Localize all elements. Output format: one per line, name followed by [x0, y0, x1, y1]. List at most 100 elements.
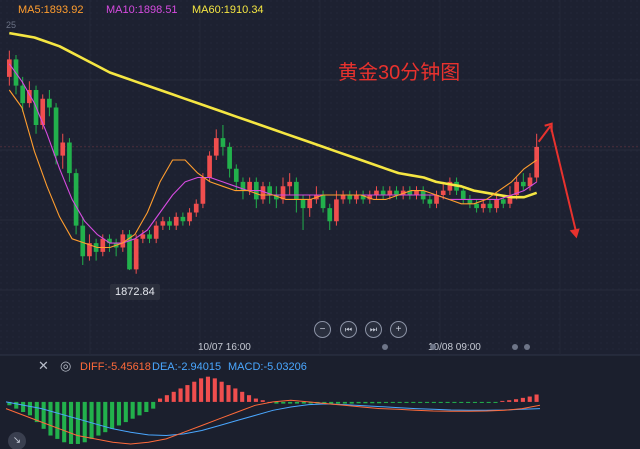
candle-body-20	[140, 234, 146, 239]
macd-bar-49	[342, 401, 347, 404]
candle-body-28	[193, 203, 199, 213]
candle-body-34	[233, 168, 239, 182]
zoom-in-button[interactable]: +	[390, 321, 407, 338]
macd-bar-28	[199, 378, 204, 402]
macd-bar-68	[472, 401, 478, 403]
candle-body-72	[487, 203, 493, 209]
candle-body-75	[507, 195, 513, 204]
candle-body-25	[173, 216, 179, 226]
candle-body-44	[300, 199, 306, 209]
low-price-tag: 1872.84	[110, 284, 160, 300]
candle-body-10	[73, 173, 79, 226]
candle-body-38	[260, 186, 266, 200]
macd-bar-26	[185, 385, 190, 402]
macd-bar-73	[507, 400, 512, 402]
axis-label-fragment: 25	[6, 20, 17, 30]
close-macd-icon[interactable]: ✕	[38, 358, 49, 373]
macd-bar-6	[48, 401, 53, 436]
macd-bar-21	[151, 401, 156, 409]
candle-body-32	[220, 138, 226, 147]
macd-bar-71	[493, 401, 498, 403]
macd-bar-50	[349, 401, 354, 404]
candle-body-40	[274, 195, 279, 200]
candle-body-39	[267, 186, 272, 195]
scroll-dot-right-2[interactable]	[524, 344, 530, 350]
candle-body-64	[434, 195, 439, 204]
scroll-dot-right-1[interactable]	[512, 344, 518, 350]
macd-collapse-icon[interactable]: ↘	[8, 432, 26, 449]
macd-bar-22	[157, 398, 163, 402]
candle-body-63	[427, 199, 433, 204]
candle-body-77	[520, 181, 526, 187]
candle-body-79	[534, 146, 539, 178]
macd-label: MACD:-5.03206	[228, 361, 307, 373]
macd-bar-17	[123, 401, 128, 423]
candle-body-21	[147, 234, 152, 239]
candle-body-19	[133, 238, 139, 270]
candle-body-56	[380, 190, 386, 195]
arrow-up-stroke	[537, 125, 552, 143]
macd-bar-8	[62, 401, 67, 443]
candle-body-12	[87, 243, 92, 257]
candle-body-33	[227, 146, 232, 169]
candle-body-6	[47, 98, 52, 108]
macd-bar-31	[219, 381, 224, 402]
candle-body-50	[340, 195, 346, 200]
macd-bar-24	[171, 391, 176, 402]
scroll-dot-mid[interactable]	[430, 344, 436, 350]
candle-body-49	[334, 199, 339, 222]
macd-bar-1	[14, 401, 19, 409]
macd-bar-53	[370, 401, 375, 404]
ma5-line	[8, 89, 538, 249]
scroll-left-button[interactable]: ⏮	[340, 321, 357, 338]
scroll-right-button[interactable]: ⏭	[365, 321, 382, 338]
x-label-1: 10/07 16:00	[198, 342, 251, 353]
candle-body-53	[360, 195, 366, 200]
scroll-dot-left[interactable]	[382, 344, 388, 350]
zoom-out-button[interactable]: −	[314, 321, 331, 338]
macd-bar-29	[205, 376, 211, 402]
chart-title: 黄金30分钟图	[338, 62, 461, 84]
settings-macd-icon[interactable]: ◎	[60, 358, 72, 373]
macd-bar-70	[486, 401, 491, 403]
candle-body-48	[327, 208, 333, 222]
macd-bar-27	[192, 381, 197, 402]
macd-bar-72	[500, 400, 505, 402]
macd-bar-10	[75, 401, 80, 444]
macd-bar-5	[41, 401, 46, 429]
candle-body-74	[500, 199, 506, 204]
macd-bar-12	[89, 401, 94, 439]
macd-bar-66	[459, 401, 464, 403]
candle-body-2	[20, 85, 26, 104]
macd-bar-77	[534, 394, 539, 402]
candle-body-24	[167, 221, 172, 226]
macd-bar-63	[438, 401, 443, 403]
ma5-label: MA5:1893.92	[18, 4, 84, 16]
macd-bar-46	[322, 401, 327, 404]
macd-bar-54	[377, 401, 382, 404]
macd-bar-14	[103, 401, 108, 433]
macd-bar-33	[233, 388, 238, 402]
ma60-label: MA60:1910.34	[192, 4, 264, 16]
candle-body-78	[527, 177, 533, 187]
macd-bar-13	[96, 401, 101, 436]
candle-body-55	[374, 190, 379, 195]
macd-bar-30	[212, 378, 217, 402]
macd-bar-23	[164, 395, 169, 402]
macd-bar-74	[513, 399, 519, 402]
candle-body-60	[407, 190, 413, 195]
candle-body-7	[53, 107, 59, 156]
macd-bar-43	[301, 401, 306, 404]
candle-body-17	[120, 234, 126, 248]
candle-body-35	[240, 181, 246, 191]
candle-body-15	[107, 238, 112, 244]
macd-bar-62	[431, 401, 436, 403]
macd-bar-40	[281, 401, 286, 404]
macd-bar-42	[294, 401, 300, 404]
dea-label: DEA:-2.94015	[152, 361, 222, 373]
macd-bar-39	[274, 401, 279, 404]
macd-bar-48	[335, 401, 341, 404]
macd-bar-25	[178, 388, 183, 402]
candle-body-70	[474, 203, 479, 209]
